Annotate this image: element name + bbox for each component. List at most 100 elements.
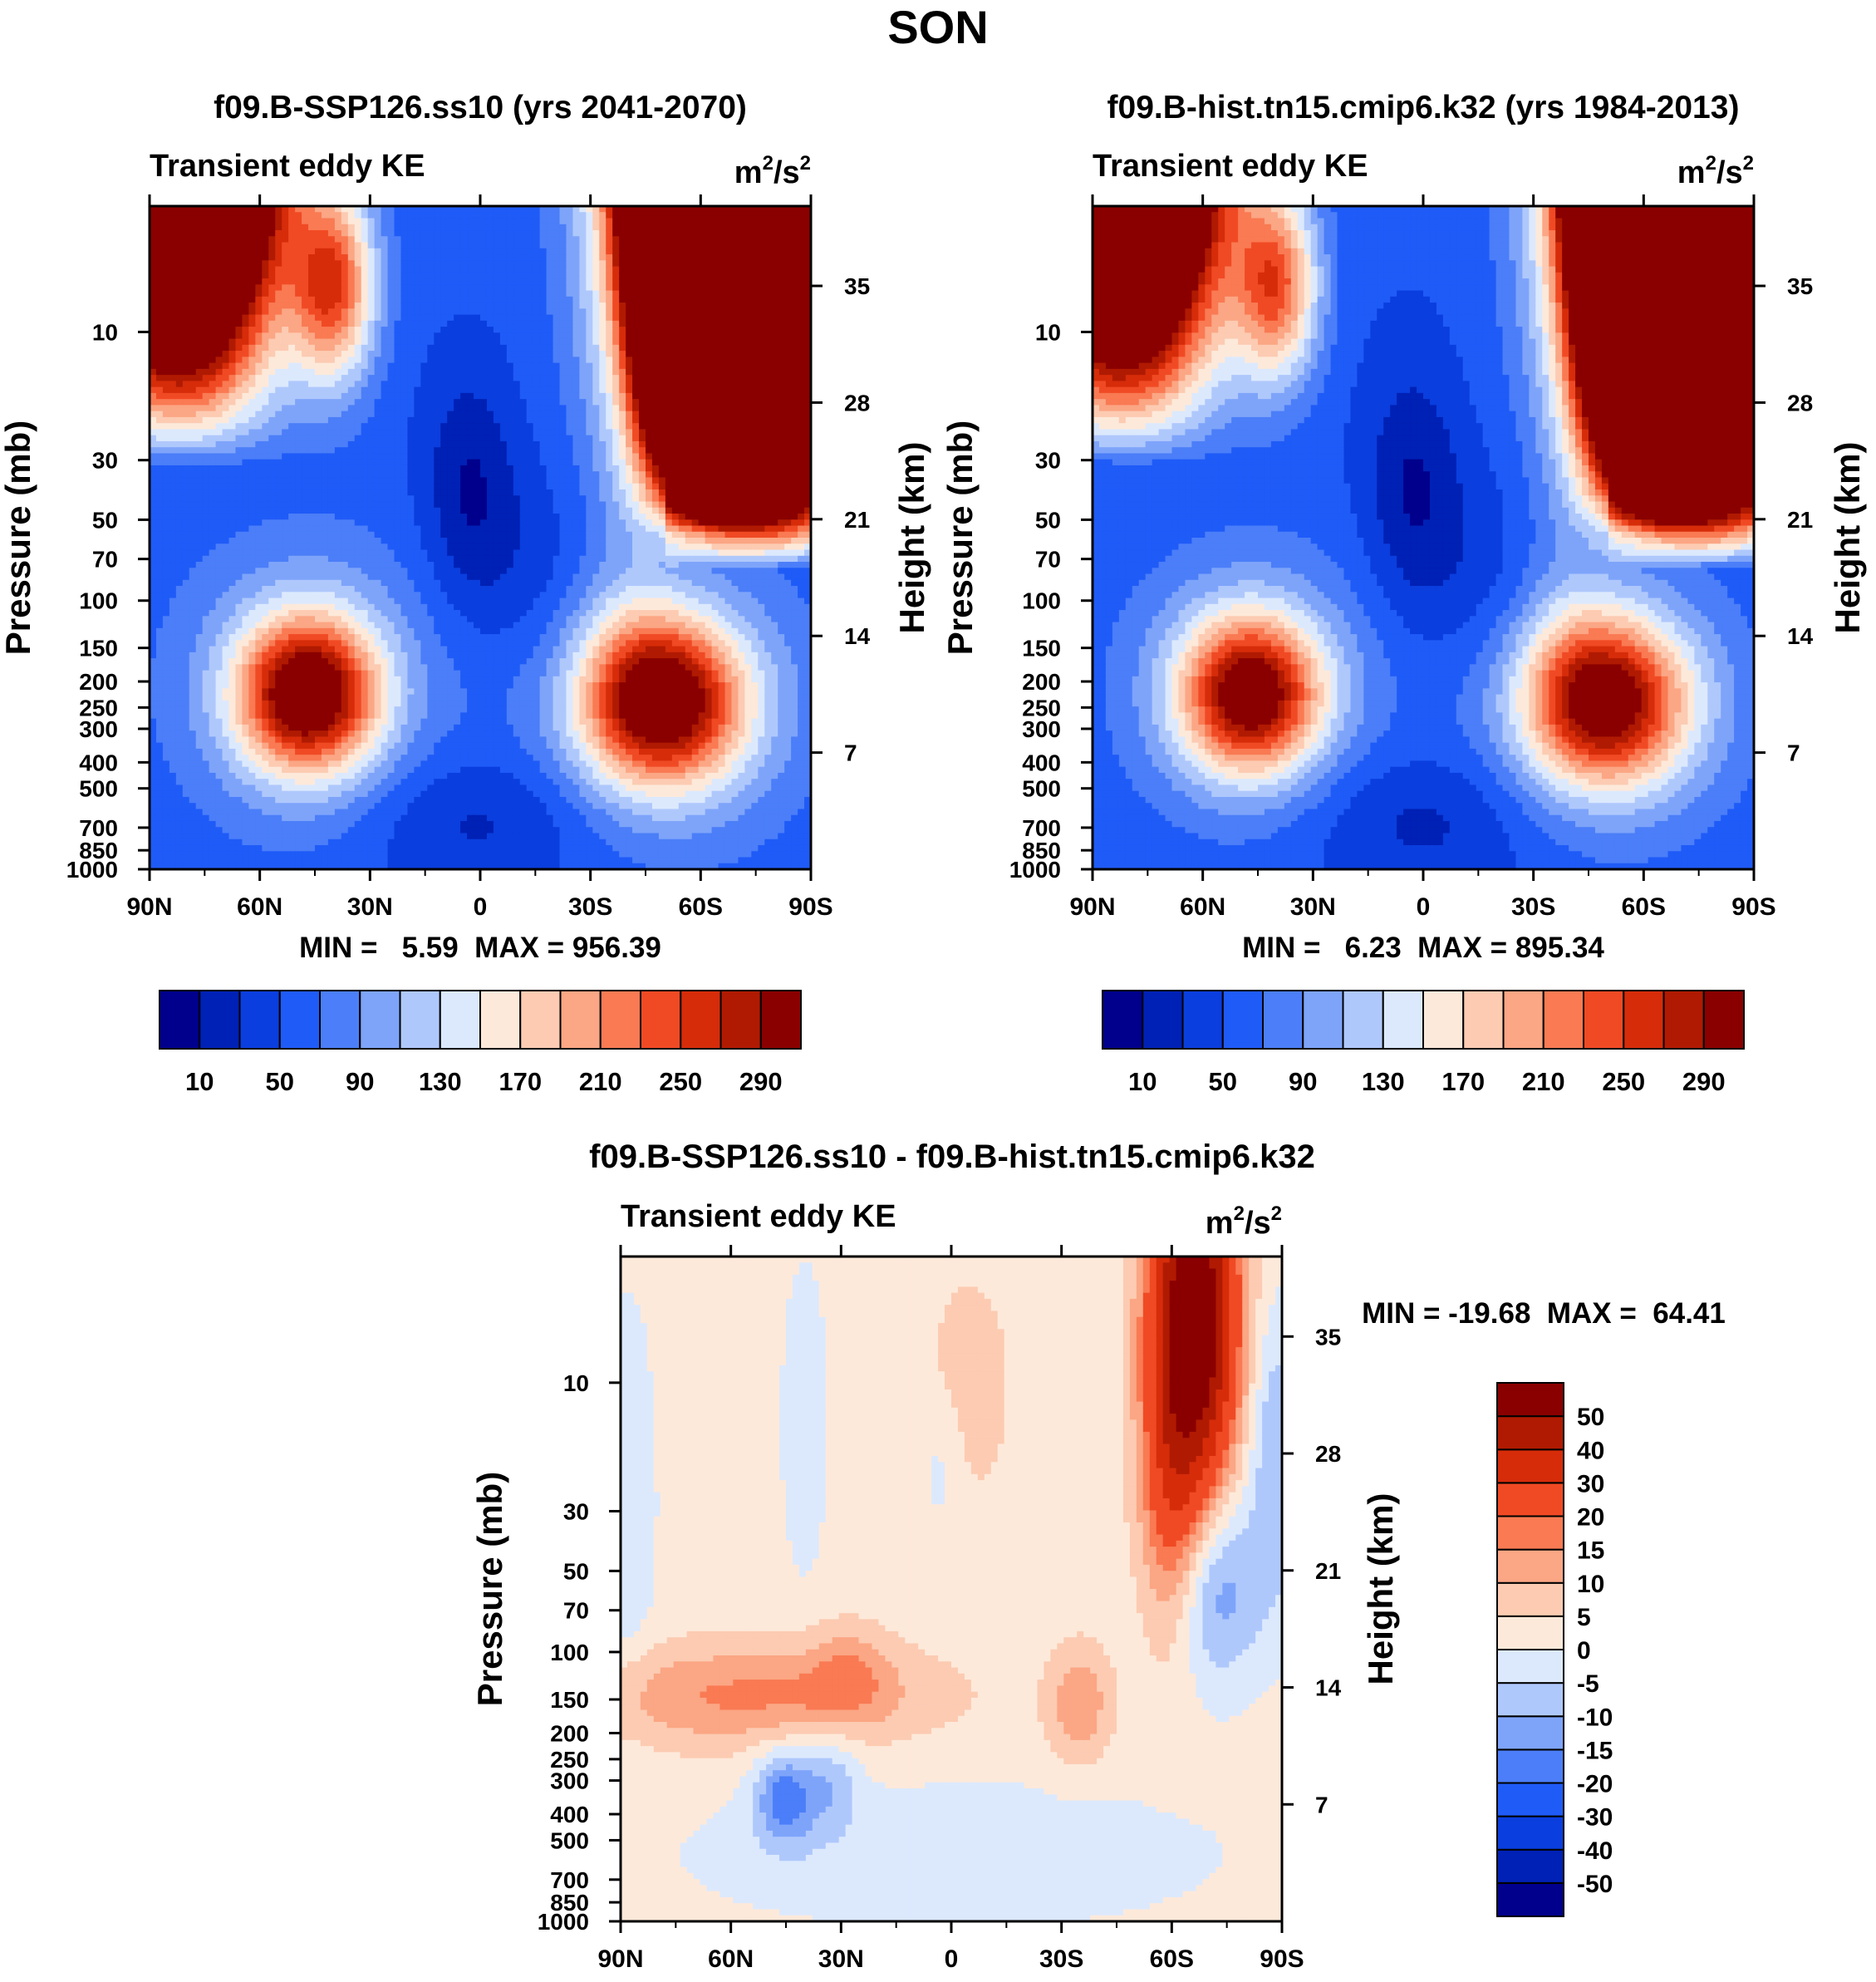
field-cell xyxy=(228,538,237,544)
field-cell xyxy=(315,809,322,816)
field-cell xyxy=(282,230,289,237)
field-cell xyxy=(228,218,237,225)
field-cell xyxy=(215,224,223,231)
field-cell xyxy=(175,555,184,563)
field-cell xyxy=(288,706,296,714)
field-cell xyxy=(354,706,362,714)
field-cell xyxy=(268,670,276,677)
field-cell xyxy=(228,592,237,599)
field-cell xyxy=(155,538,164,544)
field-cell xyxy=(407,742,415,750)
field-cell xyxy=(222,652,230,659)
field-cell xyxy=(255,230,263,237)
field-cell xyxy=(440,471,448,479)
field-cell xyxy=(407,748,415,755)
field-cell xyxy=(321,748,329,755)
field-cell xyxy=(209,440,217,448)
field-cell xyxy=(228,375,237,382)
field-cell xyxy=(268,652,276,659)
field-cell xyxy=(347,224,356,231)
field-cell xyxy=(209,700,217,707)
field-cell xyxy=(209,357,217,364)
field-cell xyxy=(387,814,395,822)
field-cell xyxy=(182,327,190,334)
field-cell xyxy=(209,784,217,792)
field-cell xyxy=(334,603,342,611)
field-cell xyxy=(282,736,289,744)
field-cell xyxy=(268,772,276,780)
field-cell xyxy=(407,694,415,701)
field-cell xyxy=(354,857,362,864)
field-cell xyxy=(222,381,230,388)
field-cell xyxy=(440,423,448,430)
field-cell xyxy=(150,519,157,527)
field-cell xyxy=(162,766,170,774)
field-cell xyxy=(248,592,257,599)
field-cell xyxy=(315,664,322,671)
field-cell xyxy=(275,658,282,666)
field-cell xyxy=(242,616,250,623)
field-cell xyxy=(155,634,164,642)
field-cell xyxy=(420,230,429,237)
field-cell xyxy=(420,627,429,635)
field-cell xyxy=(440,755,448,762)
field-cell xyxy=(414,416,422,424)
field-cell xyxy=(420,453,429,460)
field-cell xyxy=(248,844,257,852)
field-cell xyxy=(334,362,342,370)
field-cell xyxy=(282,592,289,599)
field-cell xyxy=(282,784,289,792)
field-cell xyxy=(150,338,157,346)
field-cell xyxy=(169,435,177,442)
field-cell xyxy=(209,676,217,683)
field-cell xyxy=(182,664,190,671)
field-cell xyxy=(242,772,250,780)
field-cell xyxy=(242,579,250,587)
field-cell xyxy=(354,423,362,430)
field-cell xyxy=(427,266,435,273)
field-cell xyxy=(414,242,422,249)
field-cell xyxy=(387,694,395,701)
field-cell xyxy=(367,538,376,544)
field-cell xyxy=(347,748,356,755)
field-cell xyxy=(215,284,223,292)
field-cell xyxy=(414,538,422,544)
field-cell xyxy=(242,646,250,653)
field-cell xyxy=(222,718,230,725)
field-cell xyxy=(394,314,402,322)
field-cell xyxy=(394,327,402,334)
field-cell xyxy=(209,603,217,611)
field-cell xyxy=(248,386,257,394)
field-cell xyxy=(427,296,435,303)
field-cell xyxy=(255,700,263,707)
field-cell xyxy=(255,351,263,358)
field-cell xyxy=(420,549,429,557)
field-cell xyxy=(341,730,349,738)
field-cell xyxy=(242,327,250,334)
field-cell xyxy=(255,212,263,219)
field-cell xyxy=(195,809,204,816)
field-cell xyxy=(155,465,164,472)
field-cell xyxy=(414,742,422,750)
field-cell xyxy=(381,254,389,261)
field-cell xyxy=(282,212,289,219)
field-cell xyxy=(162,676,170,683)
field-cell xyxy=(387,549,395,557)
field-cell xyxy=(150,375,157,382)
field-cell xyxy=(381,573,389,581)
field-cell xyxy=(228,386,237,394)
field-cell xyxy=(302,833,309,840)
field-cell xyxy=(341,447,349,455)
field-cell xyxy=(367,730,376,738)
field-cell xyxy=(235,519,243,527)
field-cell xyxy=(222,501,230,509)
field-cell xyxy=(387,748,395,755)
field-cell xyxy=(150,779,157,786)
field-cell xyxy=(414,543,422,551)
field-cell xyxy=(255,447,263,455)
field-cell xyxy=(327,447,336,455)
field-cell xyxy=(361,272,369,279)
field-cell xyxy=(302,416,309,424)
field-cell xyxy=(169,218,177,225)
field-cell xyxy=(268,543,276,551)
